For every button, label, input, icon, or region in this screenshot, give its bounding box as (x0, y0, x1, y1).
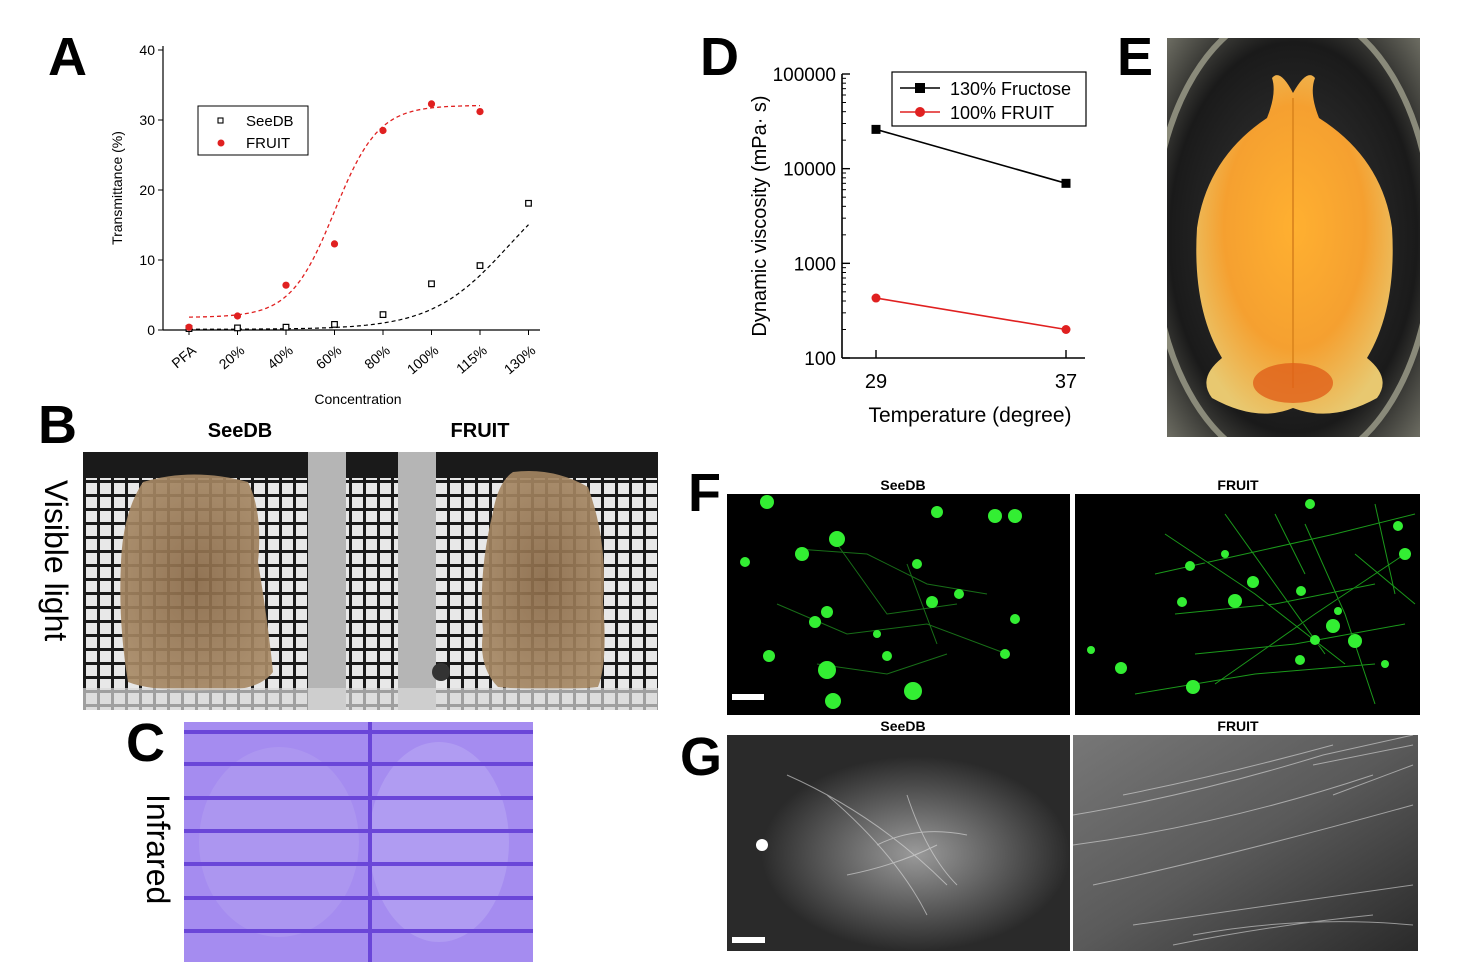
panel-g-fruit-label: FRUIT (1217, 718, 1259, 734)
fruit-point (871, 293, 881, 303)
y-tick-label: 1000 (794, 254, 836, 275)
panel-b-seedb-label: SeeDB (207, 420, 273, 442)
fruit-point (233, 312, 242, 320)
seedb-point (428, 280, 435, 288)
y-tick-label: 0 (147, 322, 155, 338)
seedb-point (525, 199, 532, 207)
x-tick-label: PFA (168, 342, 199, 372)
panel-f-fruit-label: FRUIT (1217, 477, 1259, 493)
x-tick-label: 115% (453, 342, 490, 377)
x-axis-label: Concentration (314, 391, 401, 407)
legend-marker-fruit (915, 107, 925, 117)
y-tick-label: 100 (804, 349, 836, 370)
legend-label-fruit: FRUIT (246, 135, 290, 152)
scale-bar-g (732, 937, 765, 943)
y-tick-label: 10000 (783, 160, 836, 181)
seedb-point (331, 321, 338, 328)
series-line (875, 297, 1067, 331)
x-tick-label: 130% (501, 342, 539, 377)
legend-label-fruit: 100% FRUIT (950, 103, 1054, 123)
y-axis-label: Transmittance (%) (109, 131, 125, 245)
seedb-point (234, 324, 241, 332)
y-tick-label: 10 (139, 252, 155, 268)
x-tick-label: 37 (1055, 371, 1077, 393)
seedb-point (282, 323, 290, 331)
infrared-label: Infrared (140, 794, 176, 905)
x-tick-label: 20% (216, 342, 248, 372)
seedb-fit-curve (189, 224, 529, 330)
visible-light-label: Visible light (38, 480, 74, 642)
seedb-fluorescence-image (727, 494, 1070, 715)
viscosity-chart: 100 1000 10000 100000 29 37 Temperature (degre… (749, 65, 1087, 427)
legend-label-fructose: 130% Fructose (950, 79, 1071, 99)
legend-marker-fruit (217, 139, 225, 147)
fruit-fluorescence-image (1075, 494, 1420, 715)
fruit-point (379, 126, 387, 135)
seedb-grayscale-image (727, 735, 1070, 951)
fruit-fit-curve (189, 104, 480, 318)
y-tick-label: 20 (139, 182, 155, 198)
legend-box (197, 105, 309, 156)
scale-bar-f (732, 694, 764, 700)
panel-b-fruit-label: FRUIT (450, 420, 510, 442)
fruit-point (185, 323, 193, 331)
fructose-point (871, 124, 881, 134)
x-axis-label: Temperature (degree) (868, 404, 1071, 427)
fruit-grayscale-image (1073, 735, 1418, 951)
fruit-point (476, 108, 484, 116)
visible-light-photo (83, 452, 658, 710)
fruit-point (427, 100, 436, 108)
x-tick-label: 100% (404, 342, 442, 377)
panel-letter-e: E (1117, 27, 1154, 87)
whole-brain-photo (1167, 38, 1420, 437)
y-tick-label: 100000 (773, 65, 836, 86)
panel-f-seedb-label: SeeDB (880, 477, 926, 493)
x-tick-label: 80% (361, 342, 393, 372)
panel-letter-g: G (680, 727, 723, 787)
legend-box (891, 71, 1087, 127)
x-tick-label: 29 (865, 371, 887, 393)
panel-letter-a: A (48, 27, 87, 87)
x-tick-label: 40% (264, 342, 296, 372)
transmittance-chart: 0 10 20 30 40 PFA 20% 40% 60% 80% 100% 115% 130% Conc… (109, 42, 540, 407)
seedb-point (379, 311, 387, 318)
fruit-point (1061, 325, 1071, 335)
legend-marker-fructose (915, 83, 925, 93)
legend-label-seedb: SeeDB (246, 113, 294, 130)
panel-letter-c: C (126, 713, 165, 773)
panel-letter-d: D (700, 27, 739, 87)
fructose-point (1061, 178, 1071, 188)
fruit-point (330, 240, 339, 248)
y-tick-label: 30 (139, 112, 155, 128)
panel-letter-b: B (38, 395, 77, 455)
infrared-photo (184, 722, 533, 962)
panel-letter-f: F (688, 463, 721, 523)
panel-g-seedb-label: SeeDB (880, 718, 926, 734)
series-line (875, 128, 1067, 185)
x-tick-label: 60% (313, 342, 345, 372)
y-tick-label: 40 (139, 42, 155, 58)
legend-marker-seedb (217, 117, 224, 124)
y-axis-label: Dynamic viscosity (mPa· s) (749, 95, 771, 336)
seedb-point (476, 262, 484, 270)
fruit-point (282, 281, 290, 289)
